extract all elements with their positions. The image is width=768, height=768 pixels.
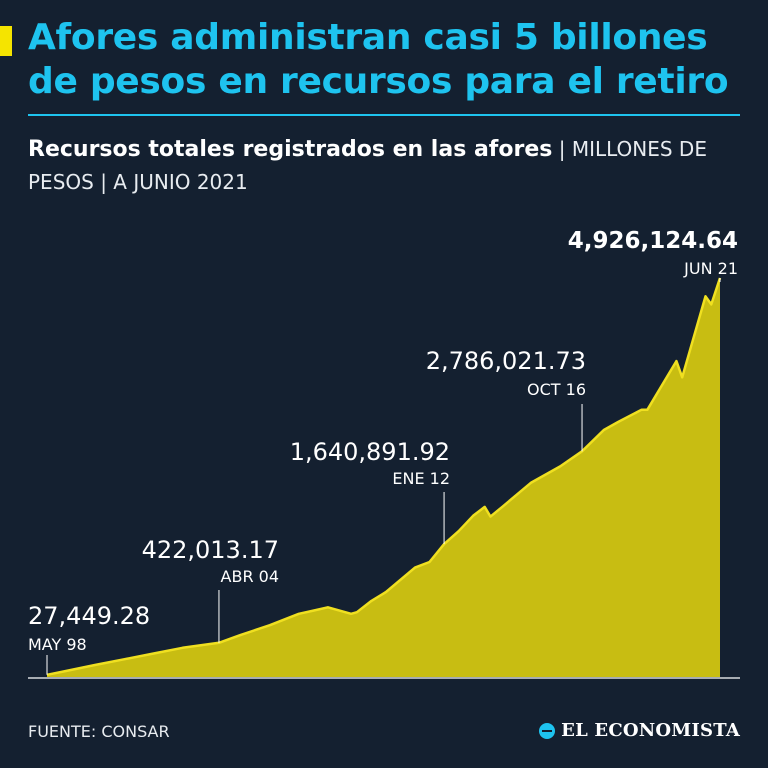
series-area — [47, 278, 720, 677]
annotation-value: 27,449.28 — [28, 602, 150, 630]
annotation-date: ENE 12 — [392, 469, 450, 488]
annotation-value: 422,013.17 — [142, 536, 279, 564]
logo-text: EL ECONOMISTA — [561, 720, 740, 741]
annotation-value: 2,786,021.73 — [426, 347, 586, 375]
annotation-date: OCT 16 — [527, 380, 586, 399]
chart-subtitle: Recursos totales registrados en las afor… — [28, 133, 740, 198]
annotation-date: JUN 21 — [683, 259, 738, 278]
annotations: 27,449.28 MAY 98 422,013.17 ABR 04 1,640,891… — [28, 228, 738, 675]
subtitle-bold: Recursos totales registrados en las afor… — [28, 137, 553, 162]
logo: EL ECONOMISTA — [539, 720, 740, 741]
source-note: FUENTE: CONSAR — [28, 722, 170, 741]
subtitle-units: | MILLONES DE PESOS | A JUNIO 2021 — [28, 137, 707, 194]
title-divider — [28, 114, 740, 116]
accent-bar — [0, 26, 12, 56]
annotation-date: MAY 98 — [28, 635, 87, 654]
plot-area — [28, 277, 740, 679]
el-economista-logo-icon — [539, 722, 556, 739]
annotation-value: 4,926,124.64 — [568, 228, 738, 254]
annotation-date: ABR 04 — [221, 567, 279, 586]
annotation-value: 1,640,891.92 — [290, 438, 450, 466]
series-line — [46, 277, 722, 677]
chart-title: Afores administran casi 5 billones de pe… — [28, 17, 729, 102]
